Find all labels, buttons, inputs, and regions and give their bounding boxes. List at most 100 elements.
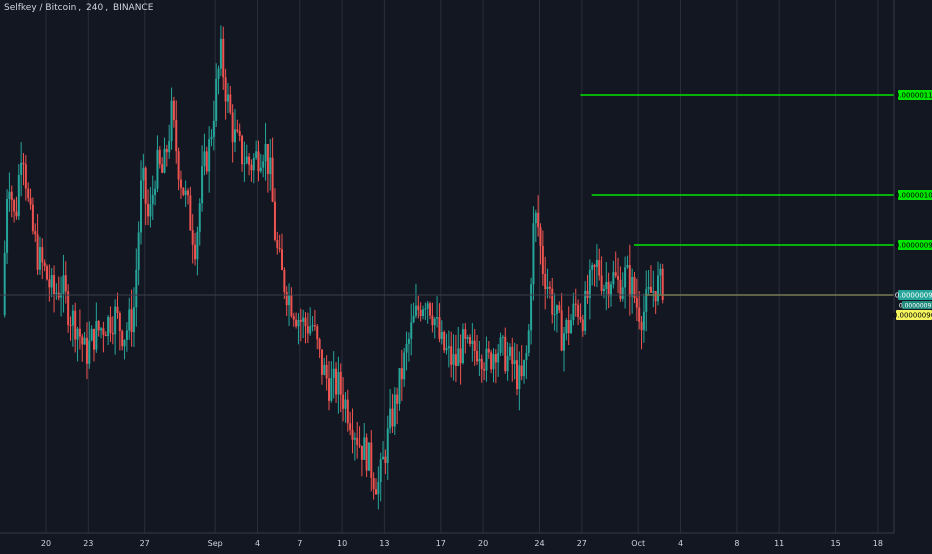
candle-body [151, 194, 154, 205]
price-marker-green: 0.00000097 [895, 240, 932, 250]
price-marker-label: 0.00000090 [893, 312, 932, 320]
horizontal-lines [0, 94, 894, 296]
candle-body [234, 129, 236, 143]
candle-body [621, 287, 624, 299]
candles [3, 25, 664, 510]
candle-body [353, 437, 356, 440]
time-axis[interactable]: 20 23 27 Sep 4 7 10 13 17 20 24 27 Oct 4 8 11 15 18 [0, 532, 894, 548]
candle-body [257, 151, 260, 172]
candle-body [36, 234, 39, 270]
candle-body [203, 151, 206, 167]
candle-body [570, 320, 573, 334]
candle-body [149, 204, 152, 217]
price-axis[interactable]: 0.000000700.000000720.000000740.00000076… [893, 0, 932, 533]
candle-body [78, 328, 81, 337]
candle-body [175, 120, 178, 152]
candle-body [332, 368, 335, 378]
candle-body [111, 332, 114, 335]
candle-body [403, 352, 406, 380]
candle-body [6, 198, 9, 253]
candle-body [236, 129, 239, 132]
candle-body [499, 337, 502, 353]
candle-body [3, 252, 6, 315]
candle-body [565, 320, 568, 334]
candle-body [147, 203, 150, 217]
candle-body [196, 231, 199, 260]
candle-body [325, 364, 328, 379]
candle-body [198, 203, 201, 232]
price-marker-bg [898, 240, 932, 250]
candle-body [631, 277, 634, 297]
candle-body [438, 317, 441, 339]
candle-body [551, 288, 554, 315]
candle-body [74, 310, 77, 340]
candle-body [60, 293, 63, 298]
x-tick-label: 24 [534, 539, 544, 548]
candle-body [67, 291, 70, 325]
candle-body [55, 292, 58, 295]
candle-body [48, 279, 51, 288]
candle-body [652, 291, 655, 293]
candle-body [638, 307, 641, 322]
candle-body [537, 212, 540, 228]
candle-body [335, 368, 338, 395]
candle-body [64, 275, 67, 292]
candle-body [657, 275, 659, 302]
candle-body [497, 352, 500, 363]
candle-body [393, 394, 396, 427]
x-tick-label: 27 [577, 539, 587, 548]
candle-body [351, 430, 354, 440]
candle-body [130, 309, 133, 333]
candle-body [194, 244, 197, 260]
candle-body [278, 247, 281, 250]
candle-body [140, 180, 142, 233]
candle-body [377, 481, 380, 495]
candle-body [219, 38, 222, 69]
price-marker-label: 0.00000112 [895, 92, 932, 100]
x-tick-label: 23 [83, 539, 93, 548]
candle-body [292, 316, 295, 320]
candle-body [118, 312, 121, 332]
candle-body [179, 179, 182, 188]
candle-body [494, 354, 497, 363]
candle-body [295, 319, 298, 327]
x-tick-label: 27 [140, 539, 150, 548]
candle-body [560, 310, 563, 351]
candle-body [269, 157, 272, 175]
candle-body [633, 277, 636, 299]
candle-body [558, 305, 561, 311]
x-tick-label: 4 [255, 539, 260, 548]
candle-body [607, 281, 610, 297]
x-tick-label: 7 [297, 539, 302, 548]
candle-body [177, 151, 180, 180]
candle-body [555, 305, 558, 315]
candle-body [306, 326, 309, 334]
price-marker-bg [898, 190, 932, 200]
candle-body [386, 428, 389, 463]
candle-body [245, 156, 248, 164]
candle-body [154, 188, 157, 195]
candle-body [34, 231, 37, 235]
price-marker-green: 0.00000112 [895, 90, 932, 100]
candle-body [22, 162, 25, 165]
candle-body [290, 294, 293, 317]
candle-body [579, 316, 582, 320]
candle-body [400, 368, 403, 380]
chart-title: Selfkey / Bitcoin, 240, BINANCE [4, 3, 154, 13]
candle-body [81, 336, 84, 345]
candle-body [591, 265, 594, 270]
price-marker-current: 0.00000092 [895, 290, 932, 300]
candle-body [189, 195, 192, 231]
candle-body [210, 136, 213, 140]
candle-body [396, 394, 399, 404]
candle-body [212, 120, 215, 137]
candle-body [116, 306, 119, 313]
candle-body [90, 328, 93, 341]
candle-body [417, 305, 420, 311]
candle-body [367, 442, 370, 471]
candle-body [572, 303, 575, 321]
candle-body [248, 156, 251, 165]
candle-body [320, 349, 323, 375]
